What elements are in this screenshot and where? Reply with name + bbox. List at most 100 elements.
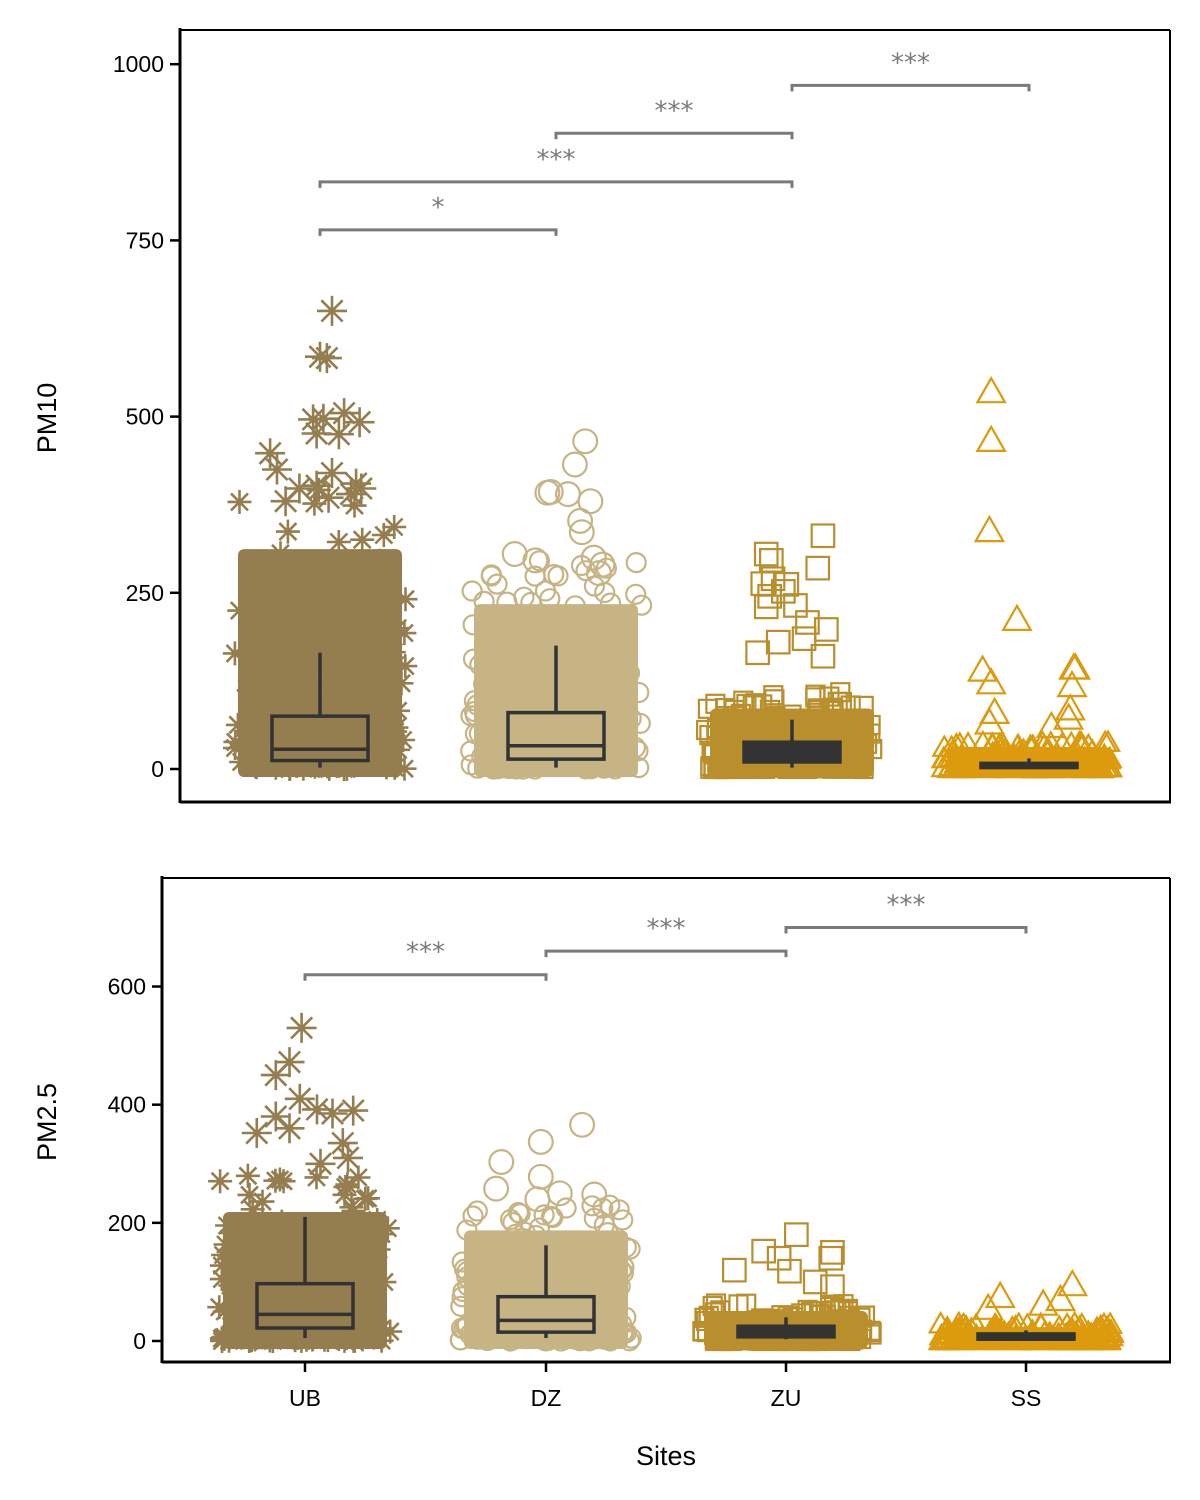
dz-point bbox=[504, 1239, 526, 1261]
ub-point bbox=[225, 1260, 250, 1285]
zu-point bbox=[836, 1310, 858, 1331]
dz-point bbox=[498, 611, 520, 634]
dz-point bbox=[628, 756, 650, 779]
ub-point bbox=[211, 1243, 236, 1267]
zu-point bbox=[823, 1294, 845, 1315]
comparison-zu-ss: *** bbox=[790, 48, 1031, 92]
dz-point bbox=[491, 689, 513, 711]
x-tick-label-ub: UB bbox=[289, 1385, 321, 1411]
ub-outlier-point bbox=[313, 482, 344, 513]
ub-point bbox=[244, 635, 269, 660]
ub-point bbox=[274, 1268, 298, 1293]
ub-point bbox=[223, 729, 248, 754]
ub-point bbox=[263, 1168, 288, 1193]
x-tick-label-dz: DZ bbox=[531, 1385, 562, 1411]
dz-point bbox=[513, 586, 535, 608]
ub-point bbox=[339, 582, 364, 607]
ub-point bbox=[329, 665, 354, 690]
zu-point bbox=[745, 693, 766, 714]
ub-point bbox=[242, 734, 267, 759]
pm10-points bbox=[222, 295, 1124, 781]
y-tick-label: 500 bbox=[126, 404, 164, 430]
ub-outlier-point bbox=[260, 1101, 291, 1132]
ub-point bbox=[374, 688, 399, 713]
ub-point bbox=[378, 746, 403, 771]
ss-point-cloud bbox=[930, 375, 1124, 779]
pm10-significance: ********** bbox=[318, 48, 1031, 236]
ss-outlier-point bbox=[975, 424, 1007, 452]
dz-outlier-point bbox=[567, 507, 594, 534]
ub-point bbox=[235, 1163, 260, 1188]
comparison-dz-zu: *** bbox=[554, 96, 794, 140]
dz-box bbox=[506, 645, 606, 768]
ub-point bbox=[229, 750, 254, 774]
dz-point bbox=[456, 1219, 478, 1241]
zu-outlier-point bbox=[818, 1245, 844, 1271]
dz-point bbox=[482, 632, 504, 654]
dz-point bbox=[490, 757, 512, 779]
ub-point bbox=[349, 1321, 374, 1346]
dz-point bbox=[581, 1195, 603, 1217]
ub-point bbox=[245, 1320, 270, 1345]
dz-point bbox=[463, 690, 485, 712]
ub-point bbox=[306, 477, 331, 502]
y-tick-label: 250 bbox=[126, 580, 164, 606]
ub-point bbox=[291, 660, 316, 685]
pm25-y-axis-title: PM2.5 bbox=[32, 1083, 62, 1161]
box-iqr bbox=[496, 1294, 596, 1334]
zu-point bbox=[710, 1300, 731, 1321]
dz-point bbox=[479, 740, 501, 762]
ub-point bbox=[240, 1197, 265, 1222]
zu-box bbox=[736, 1317, 836, 1340]
zu-point bbox=[842, 755, 863, 777]
dz-point bbox=[456, 1260, 478, 1283]
ub-point bbox=[343, 1229, 368, 1254]
dz-point bbox=[574, 648, 596, 671]
dz-point bbox=[456, 1314, 478, 1337]
ub-point bbox=[367, 684, 392, 709]
dz-outlier-point bbox=[527, 1128, 554, 1155]
dz-point bbox=[521, 1254, 543, 1277]
zu-point bbox=[836, 1330, 857, 1351]
zu-point bbox=[860, 714, 881, 736]
dz-point bbox=[477, 1282, 499, 1304]
x-tick-label-ss: SS bbox=[1011, 1385, 1042, 1411]
ub-point bbox=[250, 1260, 275, 1285]
ss-point bbox=[1068, 732, 1095, 756]
zu-point bbox=[805, 684, 826, 705]
box-iqr bbox=[255, 1281, 355, 1330]
zu-point bbox=[819, 686, 840, 707]
ss-point bbox=[971, 749, 998, 772]
dz-point bbox=[480, 565, 502, 587]
ub-point bbox=[294, 1327, 319, 1352]
ub-outlier-point bbox=[286, 1012, 317, 1043]
pm25-panel: *** *** *** 0 200 400 600 UB DZ ZU SS PM2.5 bbox=[32, 876, 1171, 1411]
zu-point bbox=[703, 744, 725, 765]
ss-point bbox=[1017, 734, 1044, 758]
dz-point bbox=[629, 712, 651, 735]
zu-outlier-point bbox=[721, 1257, 747, 1283]
pm10-boxes bbox=[270, 645, 1079, 770]
ub-point bbox=[372, 711, 397, 736]
ub-point bbox=[325, 1228, 350, 1252]
y-tick-label: 200 bbox=[108, 1210, 146, 1236]
ss-point bbox=[1063, 1319, 1090, 1343]
ub-point bbox=[313, 1319, 338, 1344]
zu-point bbox=[694, 1307, 715, 1328]
ub-point bbox=[291, 756, 316, 781]
x-axis-title: Sites bbox=[636, 1441, 696, 1471]
ub-point bbox=[271, 1254, 296, 1279]
zu-point bbox=[847, 758, 868, 779]
ub-point bbox=[381, 640, 406, 665]
ss-outlier-point bbox=[1044, 1283, 1077, 1312]
y-tick-label: 400 bbox=[108, 1092, 146, 1118]
ub-outlier-point bbox=[255, 438, 286, 469]
box-iqr bbox=[742, 740, 842, 764]
ub-point bbox=[364, 625, 389, 649]
ss-point bbox=[927, 1310, 954, 1334]
zu-point-cloud bbox=[692, 1222, 882, 1352]
dz-point bbox=[450, 1295, 472, 1317]
ub-outlier-point bbox=[336, 479, 366, 510]
ss-point bbox=[930, 745, 957, 769]
